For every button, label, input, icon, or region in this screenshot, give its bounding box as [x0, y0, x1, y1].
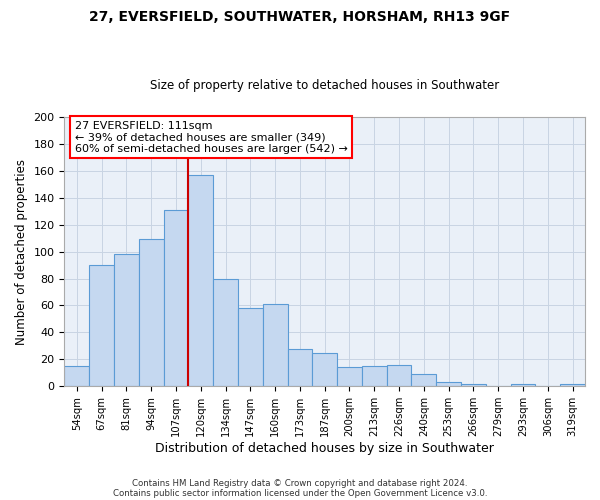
Text: Contains public sector information licensed under the Open Government Licence v3: Contains public sector information licen… — [113, 488, 487, 498]
Title: Size of property relative to detached houses in Southwater: Size of property relative to detached ho… — [150, 79, 499, 92]
Bar — [337, 368, 362, 386]
Bar — [263, 304, 287, 386]
Y-axis label: Number of detached properties: Number of detached properties — [15, 158, 28, 344]
Bar — [511, 384, 535, 386]
Bar — [287, 348, 313, 387]
Bar — [139, 240, 164, 386]
Bar — [313, 352, 337, 386]
Bar — [461, 384, 486, 386]
Text: 27 EVERSFIELD: 111sqm
← 39% of detached houses are smaller (349)
60% of semi-det: 27 EVERSFIELD: 111sqm ← 39% of detached … — [75, 121, 347, 154]
Bar — [164, 210, 188, 386]
X-axis label: Distribution of detached houses by size in Southwater: Distribution of detached houses by size … — [155, 442, 494, 455]
Bar — [64, 366, 89, 386]
Bar — [436, 382, 461, 386]
Bar — [362, 366, 386, 386]
Bar — [188, 174, 213, 386]
Bar — [386, 365, 412, 386]
Bar — [560, 384, 585, 386]
Bar — [213, 278, 238, 386]
Text: Contains HM Land Registry data © Crown copyright and database right 2024.: Contains HM Land Registry data © Crown c… — [132, 478, 468, 488]
Bar — [412, 374, 436, 386]
Bar — [238, 308, 263, 386]
Text: 27, EVERSFIELD, SOUTHWATER, HORSHAM, RH13 9GF: 27, EVERSFIELD, SOUTHWATER, HORSHAM, RH1… — [89, 10, 511, 24]
Bar — [114, 254, 139, 386]
Bar — [89, 265, 114, 386]
